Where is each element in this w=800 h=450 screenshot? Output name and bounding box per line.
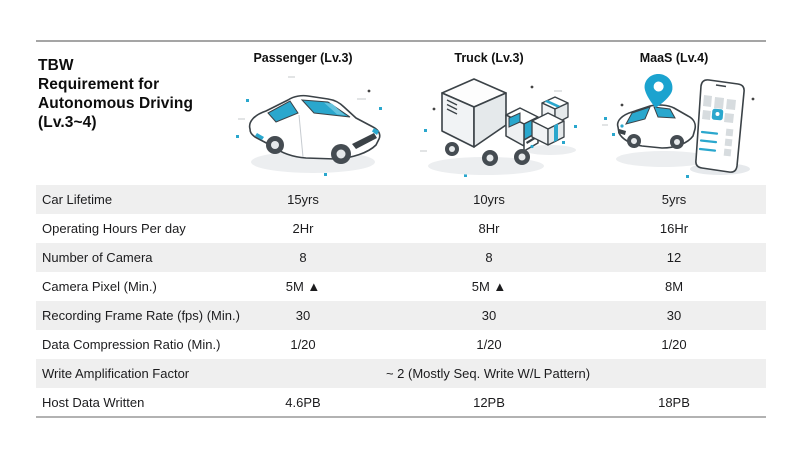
- row-value-passenger: 2Hr: [292, 221, 314, 236]
- table-row: Operating Hours Per day 2Hr 8Hr 16Hr: [36, 214, 766, 243]
- row-value-maas: 1/20: [661, 337, 687, 352]
- row-value-maas: 16Hr: [659, 221, 689, 236]
- row-value-passenger: 1/20: [290, 337, 316, 352]
- row-value-truck: 12PB: [473, 395, 505, 410]
- row-value-truck: 8Hr: [478, 221, 500, 236]
- top-divider: [36, 40, 766, 42]
- row-value-maas: 5yrs: [661, 192, 687, 207]
- column-header-passenger: Passenger (Lv.3): [253, 51, 353, 65]
- row-value-maas: 12: [666, 250, 682, 265]
- isometric-delivery-truck-icon: [420, 78, 577, 177]
- passenger-car-illustration: [228, 69, 398, 181]
- isometric-maas-phone-car-icon: [602, 74, 755, 178]
- row-label: Data Compression Ratio (Min.): [42, 337, 221, 352]
- table-row: Data Compression Ratio (Min.) 1/20 1/20 …: [36, 330, 766, 359]
- row-label: Number of Camera: [42, 250, 153, 265]
- row-value-all-columns: ~ 2 (Mostly Seq. Write W/L Pattern): [385, 366, 591, 381]
- table-row: Host Data Written 4.6PB 12PB 18PB: [36, 388, 766, 417]
- row-value-passenger: 5M ▲: [285, 279, 321, 294]
- table-row: Camera Pixel (Min.) 5M ▲ 5M ▲ 8M: [36, 272, 766, 301]
- row-label: Car Lifetime: [42, 192, 113, 207]
- bottom-divider: [36, 416, 766, 418]
- row-label: Recording Frame Rate (fps) (Min.): [42, 308, 240, 323]
- table-row: Recording Frame Rate (fps) (Min.) 30 30 …: [36, 301, 766, 330]
- row-value-maas: 18PB: [658, 395, 690, 410]
- table-row: Number of Camera 8 8 12: [36, 243, 766, 272]
- row-label: Operating Hours Per day: [42, 221, 186, 236]
- tbw-requirements-table: Car Lifetime 15yrs 10yrs 5yrs Operating …: [36, 185, 766, 417]
- row-value-maas: 30: [666, 308, 682, 323]
- column-header-maas: MaaS (Lv.4): [639, 51, 709, 65]
- row-value-passenger: 4.6PB: [285, 395, 321, 410]
- maas-smartphone-car-illustration: [598, 69, 768, 181]
- table-row-write-amplification: Write Amplification Factor ~ 2 (Mostly S…: [36, 359, 766, 388]
- row-value-truck: 10yrs: [473, 192, 505, 207]
- delivery-truck-illustration: [414, 69, 584, 181]
- row-value-truck: 5M ▲: [471, 279, 507, 294]
- row-value-passenger: 8: [299, 250, 307, 265]
- table-row: Car Lifetime 15yrs 10yrs 5yrs: [36, 185, 766, 214]
- isometric-passenger-car-icon: [236, 76, 382, 176]
- column-header-truck: Truck (Lv.3): [454, 51, 524, 65]
- row-label: Host Data Written: [42, 395, 145, 410]
- row-label: Write Amplification Factor: [42, 366, 190, 381]
- row-value-maas: 8M: [664, 279, 684, 294]
- page-title: TBW Requirement for Autonomous Driving (…: [38, 57, 194, 131]
- row-value-truck: 8: [485, 250, 493, 265]
- row-value-truck: 1/20: [476, 337, 502, 352]
- row-value-passenger: 15yrs: [287, 192, 319, 207]
- row-label: Camera Pixel (Min.): [42, 279, 157, 294]
- row-value-truck: 30: [481, 308, 497, 323]
- row-value-passenger: 30: [295, 308, 311, 323]
